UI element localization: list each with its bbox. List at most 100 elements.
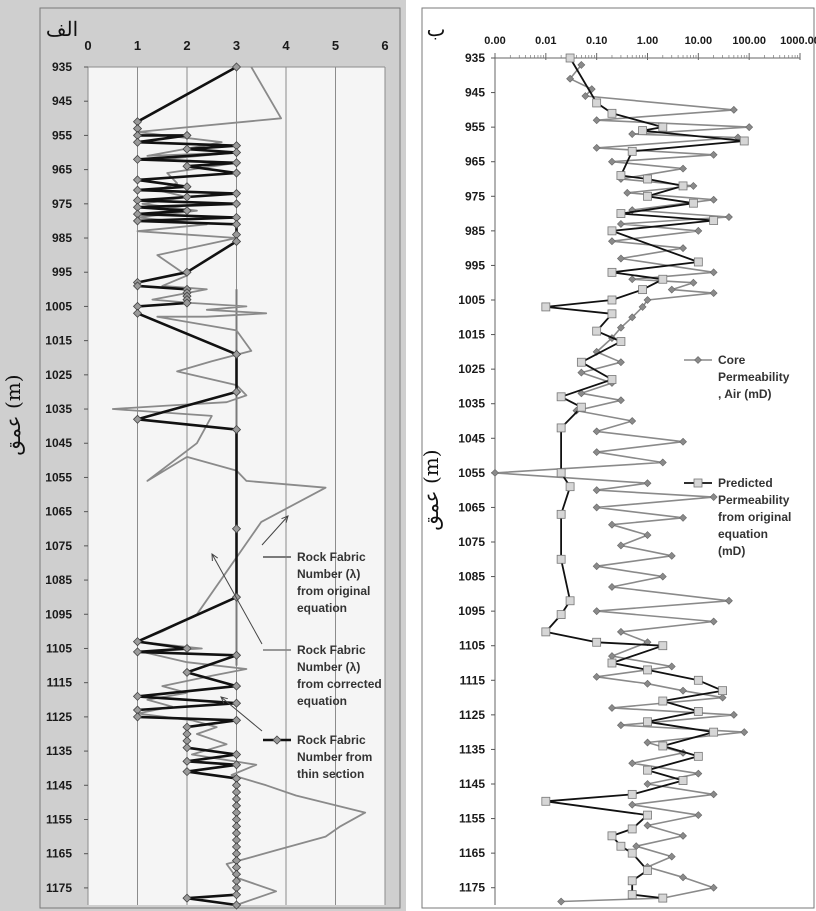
right-data-point [627, 789, 637, 799]
right-data-point [694, 226, 703, 235]
right-data-point [643, 174, 652, 184]
left-legend-arrowhead [281, 515, 289, 523]
right-y-tick-label: 1115 [460, 673, 486, 687]
left-data-point [132, 712, 143, 722]
right-data-point [576, 357, 586, 367]
right-data-point [608, 237, 616, 246]
right-data-point [628, 275, 637, 284]
left-y-tick-label: 1165 [46, 847, 72, 861]
right-data-point [643, 717, 652, 727]
left-data-point [231, 749, 242, 760]
left-data-point [182, 161, 192, 171]
left-y-tick-label: 1175 [46, 881, 72, 895]
left-legend-marker [272, 735, 282, 745]
right-data-point [718, 686, 727, 696]
right-data-point [608, 520, 616, 529]
right-legend-text: equation [718, 527, 768, 541]
left-data-point [132, 185, 143, 195]
left-data-point [182, 298, 192, 308]
right-data-point [638, 285, 647, 295]
right-panel-label: ب [427, 17, 446, 41]
right-data-point [709, 883, 718, 892]
right-data-point [556, 423, 566, 433]
left-data-point [231, 188, 242, 199]
right-data-point [592, 98, 602, 108]
left-legend-entry-2: Rock Fabric Number from thin section [263, 733, 372, 781]
left-legend-arrow [261, 515, 289, 546]
left-data-point [231, 698, 242, 708]
left-data-point [182, 643, 192, 654]
right-data-point [577, 60, 586, 69]
left-x-tick-label: 2 [183, 38, 190, 53]
right-data-point [745, 123, 754, 132]
right-data-point [658, 274, 668, 284]
right-y-tick-label: 1105 [459, 639, 485, 653]
right-data-point [729, 710, 738, 719]
left-y-tick-label: 1005 [45, 299, 72, 313]
left-legend-entry-1: Rock Fabric Number (λ) from corrected equat… [263, 643, 382, 708]
right-data-point [693, 751, 703, 761]
left-data-point [132, 308, 143, 318]
right-data-point [565, 53, 575, 63]
right-data-point [709, 493, 718, 501]
right-data-point [557, 897, 566, 906]
left-y-tick-label: 1075 [45, 539, 72, 553]
right-data-point [627, 890, 637, 900]
left-y-tick-label: 945 [52, 94, 72, 108]
left-data-point [231, 158, 242, 168]
right-data-point [679, 831, 687, 840]
left-legend-text: Rock Fabric [297, 550, 366, 564]
right-data-point [643, 191, 652, 201]
right-data-point [608, 583, 616, 591]
left-y-tick-label: 955 [52, 128, 72, 142]
right-data-point [679, 686, 687, 695]
left-data-point [132, 414, 143, 424]
left-x-axis: 0 1 2 3 4 5 6 [84, 38, 388, 53]
right-data-point [608, 157, 616, 166]
right-series-group [491, 53, 754, 906]
right-data-point [667, 852, 676, 861]
right-x-tick-label: 1.00 [637, 35, 658, 47]
left-legend-arrowhead [220, 696, 228, 704]
left-data-point [231, 715, 242, 725]
right-data-point [607, 295, 617, 305]
left-y-tick-label: 1145 [46, 778, 72, 792]
left-data-point [132, 281, 143, 291]
right-legend-entry-0: Core Permeability , Air (mD) [684, 353, 790, 401]
right-data-point [616, 220, 625, 228]
right-y-tick-label: 965 [465, 155, 485, 169]
right-data-point [592, 347, 601, 356]
right-legend-text: Core [718, 353, 746, 367]
right-x-tick-label: 0.10 [586, 35, 607, 47]
right-x-tick-label: 0.00 [484, 35, 505, 47]
left-data-point [132, 137, 143, 147]
right-legend-text: Permeability [718, 493, 790, 507]
right-data-point [709, 195, 718, 204]
right-data-point [689, 278, 698, 287]
right-data-point [709, 617, 718, 626]
left-y-axis-label: عمق (m) [1, 374, 25, 455]
right-y-tick-label: 1125 [459, 708, 485, 722]
left-y-tick-label: 1035 [45, 402, 72, 416]
right-data-point [616, 323, 625, 332]
right-data-point [658, 572, 667, 581]
right-data-point [628, 130, 637, 138]
left-data-point [231, 219, 242, 229]
right-data-point [607, 658, 617, 668]
right-data-point [577, 368, 586, 377]
left-y-tick-label: 935 [52, 60, 72, 74]
left-data-point [132, 154, 143, 164]
left-y-tick-label: 985 [52, 231, 72, 245]
right-data-point [592, 562, 601, 571]
right-data-point [565, 596, 575, 606]
right-data-point [556, 554, 566, 564]
left-data-point [231, 236, 242, 247]
left-data-point [182, 267, 192, 277]
right-data-point [541, 796, 551, 806]
right-data-point [729, 105, 738, 114]
left-data-point [132, 637, 143, 647]
right-data-point [628, 417, 637, 425]
right-data-point [643, 765, 652, 775]
right-data-point [541, 627, 551, 637]
